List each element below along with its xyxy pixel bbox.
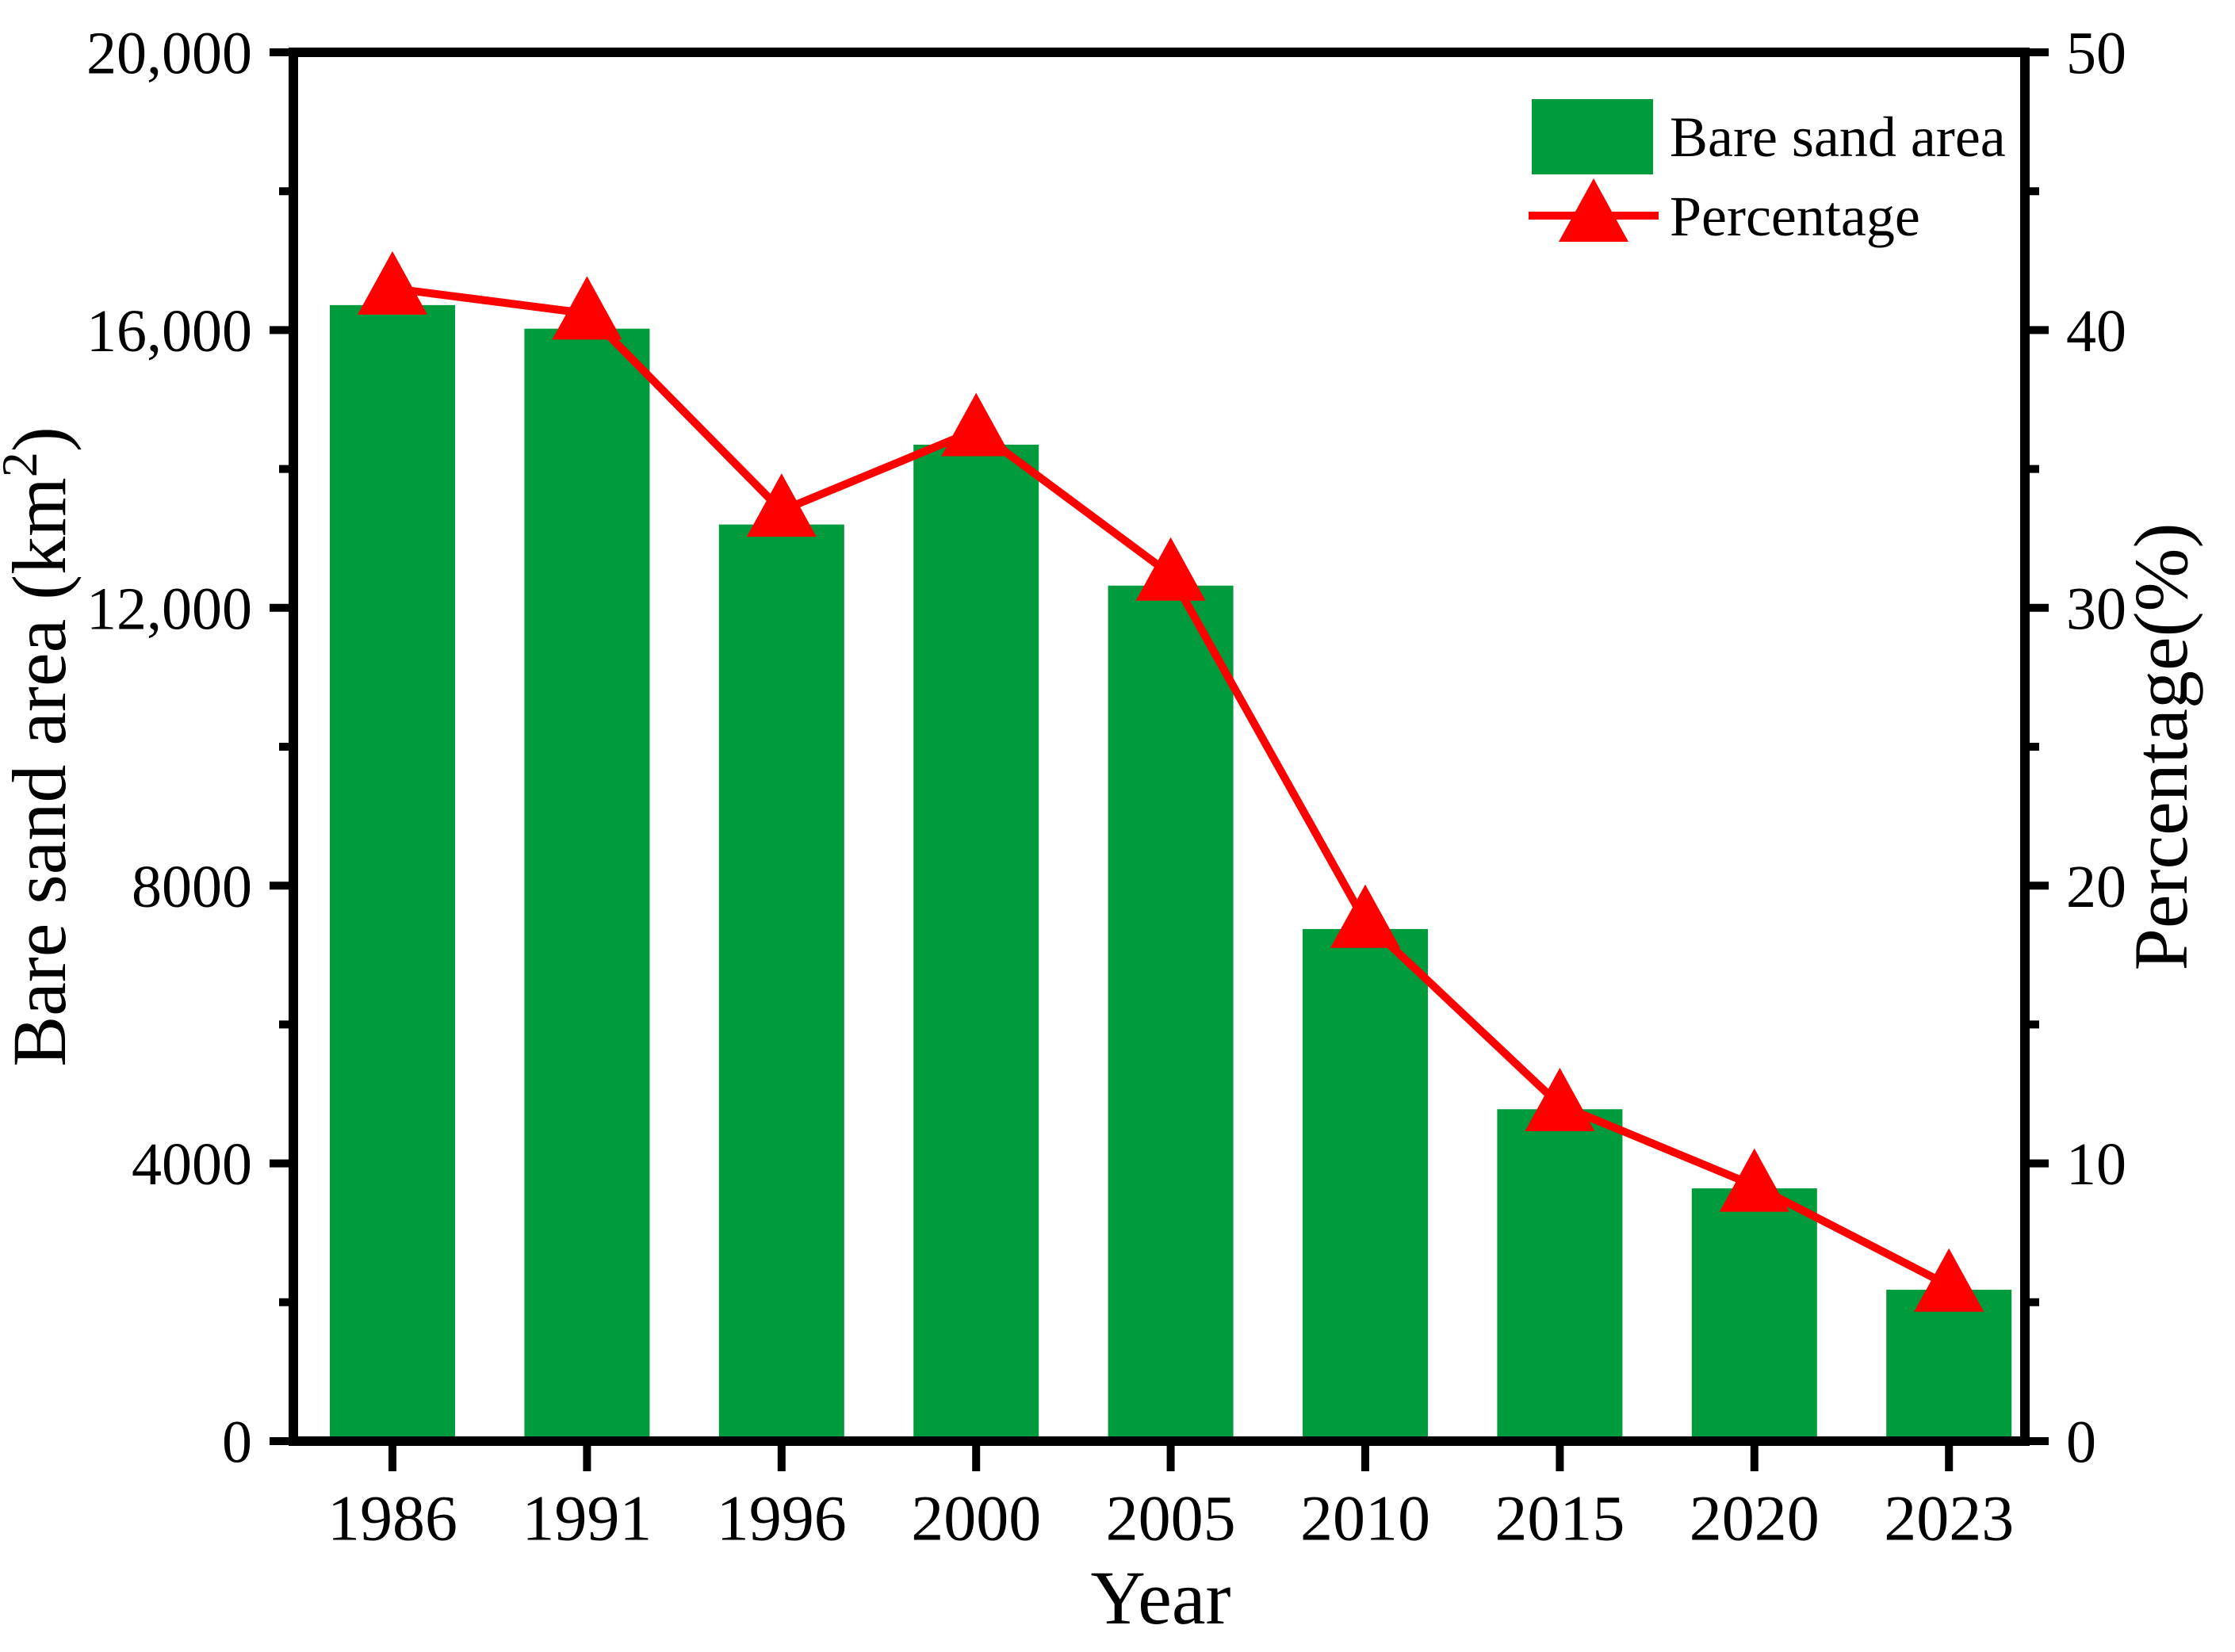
y-right-tick-label-20: 20 xyxy=(2066,854,2126,920)
y-left-tick-label-4000: 4000 xyxy=(132,1131,252,1198)
percentage-marker-1986 xyxy=(358,250,427,315)
x-tick-label-2010: 2010 xyxy=(1300,1482,1430,1554)
percentage-marker-1991 xyxy=(552,276,622,340)
bar-2023 xyxy=(1886,1290,2012,1441)
percentage-marker-2010 xyxy=(1330,884,1400,948)
y-axis-left-title: Bare sand area (km2) xyxy=(0,426,82,1067)
y-axis-left-title-text: Bare sand area (km xyxy=(0,477,82,1067)
legend-triangle-marker-icon xyxy=(1559,178,1628,242)
legend-line-label: Percentage xyxy=(1670,185,1920,248)
x-tick-label-1986: 1986 xyxy=(327,1482,457,1554)
y-left-tick-label-0: 0 xyxy=(222,1409,252,1476)
x-tick-label-2015: 2015 xyxy=(1494,1482,1625,1554)
bar-2015 xyxy=(1497,1109,1623,1441)
bar-2010 xyxy=(1303,928,1428,1441)
percentage-marker-2005 xyxy=(1135,537,1206,601)
percentage-marker-2000 xyxy=(941,392,1012,457)
y-left-tick-label-20000: 20,000 xyxy=(86,21,252,87)
line-series-layer xyxy=(358,250,1984,1312)
x-tick-label-2000: 2000 xyxy=(911,1482,1041,1554)
y-right-tick-label-40: 40 xyxy=(2066,298,2126,365)
x-tick-label-2020: 2020 xyxy=(1690,1482,1820,1554)
x-tick-label-2023: 2023 xyxy=(1884,1482,2014,1554)
bar-2000 xyxy=(913,444,1039,1442)
bar-2020 xyxy=(1691,1188,1817,1441)
x-tick-label-1991: 1991 xyxy=(522,1482,652,1554)
percentage-marker-2015 xyxy=(1525,1068,1595,1132)
y-right-tick-label-10: 10 xyxy=(2066,1131,2126,1198)
x-axis-title: Year xyxy=(1091,1555,1231,1640)
x-tick-label-2005: 2005 xyxy=(1106,1482,1236,1554)
bars-layer xyxy=(330,304,2012,1442)
y-axis-left-title-superscript: 2 xyxy=(0,452,48,477)
percentage-marker-2020 xyxy=(1719,1148,1789,1212)
y-left-tick-label-12000: 12,000 xyxy=(86,576,252,642)
tick-labels-layer: 0 4000 8000 12,000 16,000 20,000 0 10 20 30 40 50 19… xyxy=(86,21,2126,1554)
x-tick-label-1996: 1996 xyxy=(717,1482,847,1554)
bar-2005 xyxy=(1108,585,1234,1441)
percentage-marker-2023 xyxy=(1914,1248,1984,1312)
y-right-tick-label-30: 30 xyxy=(2066,576,2126,642)
bar-1986 xyxy=(330,304,455,1441)
legend-bar-label: Bare sand area xyxy=(1670,105,2006,169)
y-right-tick-label-0: 0 xyxy=(2066,1409,2096,1476)
y-axis-left-title-close: ) xyxy=(0,426,82,452)
y-left-tick-label-16000: 16,000 xyxy=(86,298,252,365)
bar-1996 xyxy=(718,524,844,1442)
bar-1991 xyxy=(524,328,650,1442)
legend: Bare sand area Percentage xyxy=(1529,99,2006,248)
axes-layer xyxy=(270,48,2049,1471)
percentage-marker-1996 xyxy=(746,473,817,537)
y-axis-right-title: Percentage(%) xyxy=(2118,523,2203,971)
y-right-tick-label-50: 50 xyxy=(2066,21,2126,87)
legend-bar-swatch-icon xyxy=(1532,99,1653,174)
y-left-tick-label-8000: 8000 xyxy=(132,854,252,920)
